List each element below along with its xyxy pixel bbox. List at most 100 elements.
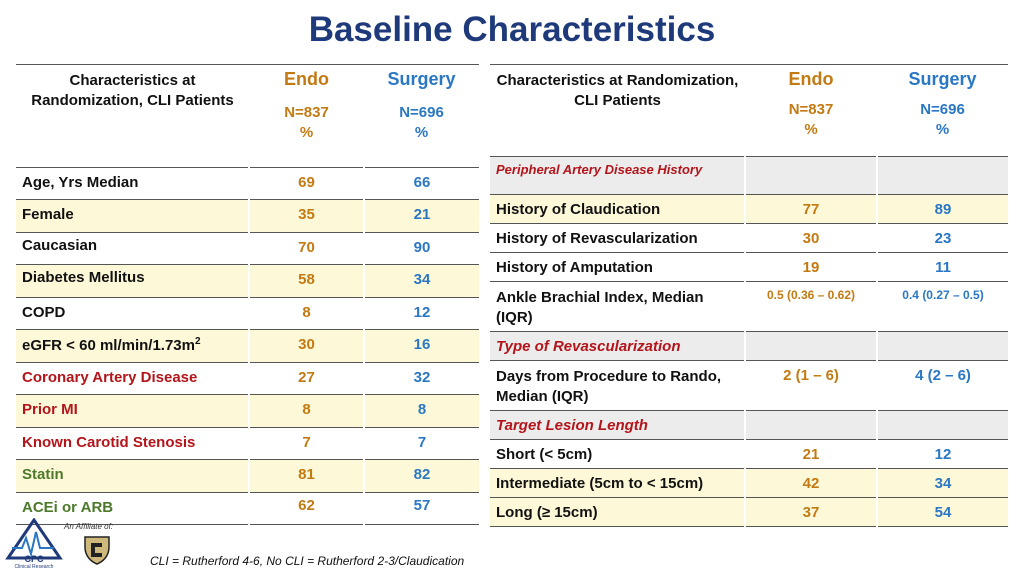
row-label: Diabetes Mellitus xyxy=(16,263,249,297)
table-row: Long (≥ 15cm) 37 54 xyxy=(490,496,1008,527)
endo-heading: Endo xyxy=(284,69,329,89)
surgery-value: 16 xyxy=(363,328,479,362)
table-row: Age, Yrs Median 69 66 xyxy=(16,166,479,199)
endo-value: 70 xyxy=(248,231,364,264)
table-row: Female 35 21 xyxy=(16,198,479,232)
endo-value: 58 xyxy=(248,263,364,297)
endo-value xyxy=(744,155,877,194)
left-table-top-rule xyxy=(16,64,479,65)
header-surgery: Surgery N=696 % xyxy=(364,65,479,167)
surgery-value: 23 xyxy=(876,222,1008,252)
row-label: History of Revascularization xyxy=(490,222,745,252)
row-label: Days from Procedure to Rando, Median (IQ… xyxy=(490,359,745,410)
endo-heading: Endo xyxy=(788,69,834,89)
surgery-value: 4 (2 – 6) xyxy=(876,359,1008,410)
egfr-superscript: 2 xyxy=(195,335,201,347)
endo-value: 8 xyxy=(248,296,364,329)
surgery-value: 57 xyxy=(363,491,479,525)
endo-value: 77 xyxy=(744,193,877,223)
surgery-value: 66 xyxy=(363,166,479,199)
table-row: Coronary Artery Disease 27 32 xyxy=(16,361,479,394)
table-row: COPD 8 12 xyxy=(16,296,479,329)
affiliate-caption: An Affiliate of: xyxy=(64,522,114,531)
section-label: Type of Revascularization xyxy=(490,330,745,360)
table-row: Caucasian 70 90 xyxy=(16,231,479,264)
surgery-value xyxy=(876,409,1008,439)
cpc-logo: CPC Clinical Research xyxy=(4,517,68,572)
endo-value: 30 xyxy=(248,328,364,362)
header-endo: Endo N=837 % xyxy=(249,65,364,167)
endo-value: 37 xyxy=(744,496,877,527)
cu-logo xyxy=(82,533,112,565)
cpc-logo-icon xyxy=(5,517,63,560)
endo-value: 27 xyxy=(248,361,364,394)
endo-value xyxy=(744,409,877,439)
table-row: eGFR < 60 ml/min/1.73m2 30 16 xyxy=(16,328,479,362)
row-label: eGFR < 60 ml/min/1.73m2 xyxy=(16,328,249,362)
section-row: Target Lesion Length xyxy=(490,409,1008,439)
section-row: Type of Revascularization xyxy=(490,330,1008,360)
endo-value: 19 xyxy=(744,251,877,281)
endo-n: N=837 xyxy=(284,104,329,121)
cu-logo-icon xyxy=(84,536,110,565)
cpc-logo-subtext: Clinical Research xyxy=(14,564,54,570)
row-label: History of Amputation xyxy=(490,251,745,281)
endo-value: 42 xyxy=(744,467,877,497)
surgery-value: 0.4 (0.27 – 0.5) xyxy=(876,280,1008,331)
surgery-value xyxy=(876,330,1008,360)
endo-value: 35 xyxy=(248,198,364,232)
cpc-logo-text: CPC xyxy=(24,554,44,564)
table-row: History of Revascularization 30 23 xyxy=(490,222,1008,252)
surgery-heading: Surgery xyxy=(387,69,456,89)
endo-value: 8 xyxy=(248,393,364,427)
surgery-value: 54 xyxy=(876,496,1008,527)
endo-value xyxy=(744,330,877,360)
surgery-value: 12 xyxy=(876,438,1008,468)
endo-value: 30 xyxy=(744,222,877,252)
surgery-value: 12 xyxy=(363,296,479,329)
endo-value: 21 xyxy=(744,438,877,468)
row-label: Prior MI xyxy=(16,393,249,427)
endo-value: 81 xyxy=(248,458,364,492)
table-row: Known Carotid Stenosis 7 7 xyxy=(16,426,479,459)
header-surgery: Surgery N=696 % xyxy=(877,65,1008,156)
row-label: Statin xyxy=(16,458,249,492)
endo-value: 2 (1 – 6) xyxy=(744,359,877,410)
header-label: Characteristics at Randomization, CLI Pa… xyxy=(31,72,234,109)
page-title: Baseline Characteristics xyxy=(308,10,716,49)
surgery-value: 21 xyxy=(363,198,479,232)
row-label: Long (≥ 15cm) xyxy=(490,496,745,527)
surgery-value: 82 xyxy=(363,458,479,492)
table-row: Short (< 5cm) 21 12 xyxy=(490,438,1008,468)
surgery-value: 32 xyxy=(363,361,479,394)
row-label: History of Claudication xyxy=(490,193,745,223)
header-label: Characteristics at Randomization, CLI Pa… xyxy=(496,72,739,109)
table-row: Ankle Brachial Index, Median (IQR) 0.5 (… xyxy=(490,280,1008,331)
right-table-top-rule xyxy=(490,64,1008,65)
row-label: Known Carotid Stenosis xyxy=(16,426,249,459)
left-baseline-table: Characteristics at Randomization, CLI Pa… xyxy=(16,65,479,525)
surgery-value: 90 xyxy=(363,231,479,264)
footnote: CLI = Rutherford 4-6, No CLI = Rutherfor… xyxy=(150,554,465,568)
surgery-value: 8 xyxy=(363,393,479,427)
surgery-value: 89 xyxy=(876,193,1008,223)
right-baseline-table: Characteristics at Randomization, CLI Pa… xyxy=(490,65,1008,527)
row-label: Female xyxy=(16,198,249,232)
surgery-heading: Surgery xyxy=(908,69,977,89)
row-label: Intermediate (5cm to < 15cm) xyxy=(490,467,745,497)
table-row: ACEi or ARB 62 57 xyxy=(16,491,479,525)
table-row: History of Claudication 77 89 xyxy=(490,193,1008,223)
table-row: History of Amputation 19 11 xyxy=(490,251,1008,281)
table-row: Diabetes Mellitus 58 34 xyxy=(16,263,479,297)
header-endo: Endo N=837 % xyxy=(745,65,877,156)
surgery-value: 7 xyxy=(363,426,479,459)
table-header-row: Characteristics at Randomization, CLI Pa… xyxy=(490,65,1008,156)
endo-value: 7 xyxy=(248,426,364,459)
surgery-pct: % xyxy=(414,124,429,141)
surgery-value: 34 xyxy=(876,467,1008,497)
surgery-n: N=696 xyxy=(399,104,444,121)
table-row: Intermediate (5cm to < 15cm) 42 34 xyxy=(490,467,1008,497)
endo-value: 62 xyxy=(248,491,364,525)
endo-pct: % xyxy=(804,121,818,138)
row-label: Short (< 5cm) xyxy=(490,438,745,468)
